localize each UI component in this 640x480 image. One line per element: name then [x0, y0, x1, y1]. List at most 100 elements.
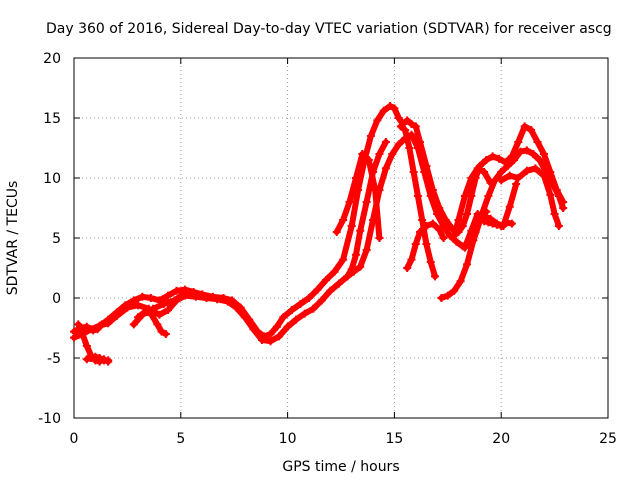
data-point	[533, 138, 542, 146]
data-point	[495, 154, 504, 163]
data-point	[375, 150, 384, 158]
x-tick-label: 25	[599, 431, 617, 447]
data-point	[351, 174, 360, 182]
data-point	[426, 192, 435, 200]
series-group	[70, 102, 568, 366]
data-point	[266, 330, 275, 338]
data-point	[401, 126, 410, 134]
data-point	[309, 304, 318, 313]
data-point	[275, 332, 284, 341]
data-point	[407, 120, 416, 128]
x-tick-label: 20	[492, 431, 510, 447]
data-point	[409, 168, 418, 176]
data-point	[403, 264, 412, 272]
series-track-6	[129, 290, 187, 329]
data-point	[161, 330, 170, 338]
chart-title: Day 360 of 2016, Sidereal Day-to-day VTE…	[46, 21, 612, 37]
data-point	[390, 104, 399, 113]
data-point	[497, 176, 506, 185]
data-point	[439, 222, 448, 230]
data-point	[249, 325, 258, 334]
data-point	[296, 300, 305, 308]
data-point	[163, 291, 172, 300]
y-tick-label: -10	[38, 411, 61, 427]
data-point	[78, 330, 87, 338]
data-point	[497, 168, 506, 176]
data-point	[516, 147, 525, 156]
data-point	[213, 295, 222, 304]
data-point	[452, 237, 461, 246]
series-track-15	[497, 164, 563, 230]
data-point	[232, 303, 241, 312]
data-point	[484, 192, 493, 200]
data-point	[366, 132, 375, 140]
data-point	[170, 296, 179, 305]
data-point	[413, 144, 422, 152]
data-point	[339, 255, 348, 264]
y-tick-label: 5	[52, 231, 61, 247]
data-point	[435, 225, 444, 234]
data-point	[240, 313, 249, 322]
data-point	[375, 234, 384, 242]
data-point	[104, 319, 113, 328]
data-point	[426, 258, 435, 266]
data-point	[473, 164, 482, 173]
data-point	[512, 180, 521, 188]
data-point	[454, 216, 463, 224]
data-point	[373, 116, 382, 125]
data-point	[482, 156, 491, 164]
data-point	[300, 309, 309, 318]
data-point	[539, 150, 548, 158]
data-point	[394, 140, 403, 149]
data-point	[473, 210, 482, 218]
data-point	[95, 354, 104, 362]
data-point	[157, 327, 166, 336]
data-point	[332, 228, 341, 236]
data-point	[70, 333, 78, 342]
x-tick-label: 10	[279, 431, 297, 447]
data-point	[411, 240, 420, 248]
data-point	[443, 291, 452, 300]
series-track-11	[437, 207, 491, 302]
data-point	[527, 126, 536, 134]
data-point	[388, 150, 397, 158]
data-point	[559, 204, 568, 212]
data-point	[191, 292, 200, 301]
data-point	[82, 355, 91, 364]
data-point	[371, 186, 380, 194]
data-point	[172, 286, 181, 295]
data-point	[467, 174, 476, 182]
series-track-14	[480, 217, 516, 230]
data-point	[129, 296, 138, 305]
data-point	[386, 102, 395, 110]
data-point	[272, 322, 281, 331]
data-point	[480, 217, 489, 226]
data-point	[347, 265, 356, 274]
data-point	[403, 116, 412, 125]
data-point	[535, 156, 544, 164]
series-track-8	[343, 138, 390, 281]
y-axis-label: SDTVAR / TECUs	[5, 181, 21, 296]
data-point	[138, 292, 147, 301]
data-point	[418, 216, 427, 224]
data-point	[488, 219, 497, 228]
x-tick-label: 5	[176, 431, 185, 447]
data-point	[522, 146, 531, 155]
x-tick-label: 15	[385, 431, 403, 447]
data-point	[497, 222, 506, 230]
data-point	[153, 320, 162, 329]
data-point	[149, 304, 158, 313]
y-tick-label: -5	[47, 351, 61, 367]
series-track-12	[450, 164, 495, 240]
data-point	[550, 210, 559, 218]
data-point	[163, 306, 172, 314]
data-point	[507, 219, 516, 228]
data-point	[394, 114, 403, 122]
data-point	[433, 210, 442, 218]
data-point	[330, 267, 339, 276]
data-point	[460, 243, 469, 252]
series-track-10	[396, 122, 439, 281]
data-point	[463, 210, 472, 218]
data-point	[155, 310, 164, 319]
data-point	[501, 218, 510, 227]
